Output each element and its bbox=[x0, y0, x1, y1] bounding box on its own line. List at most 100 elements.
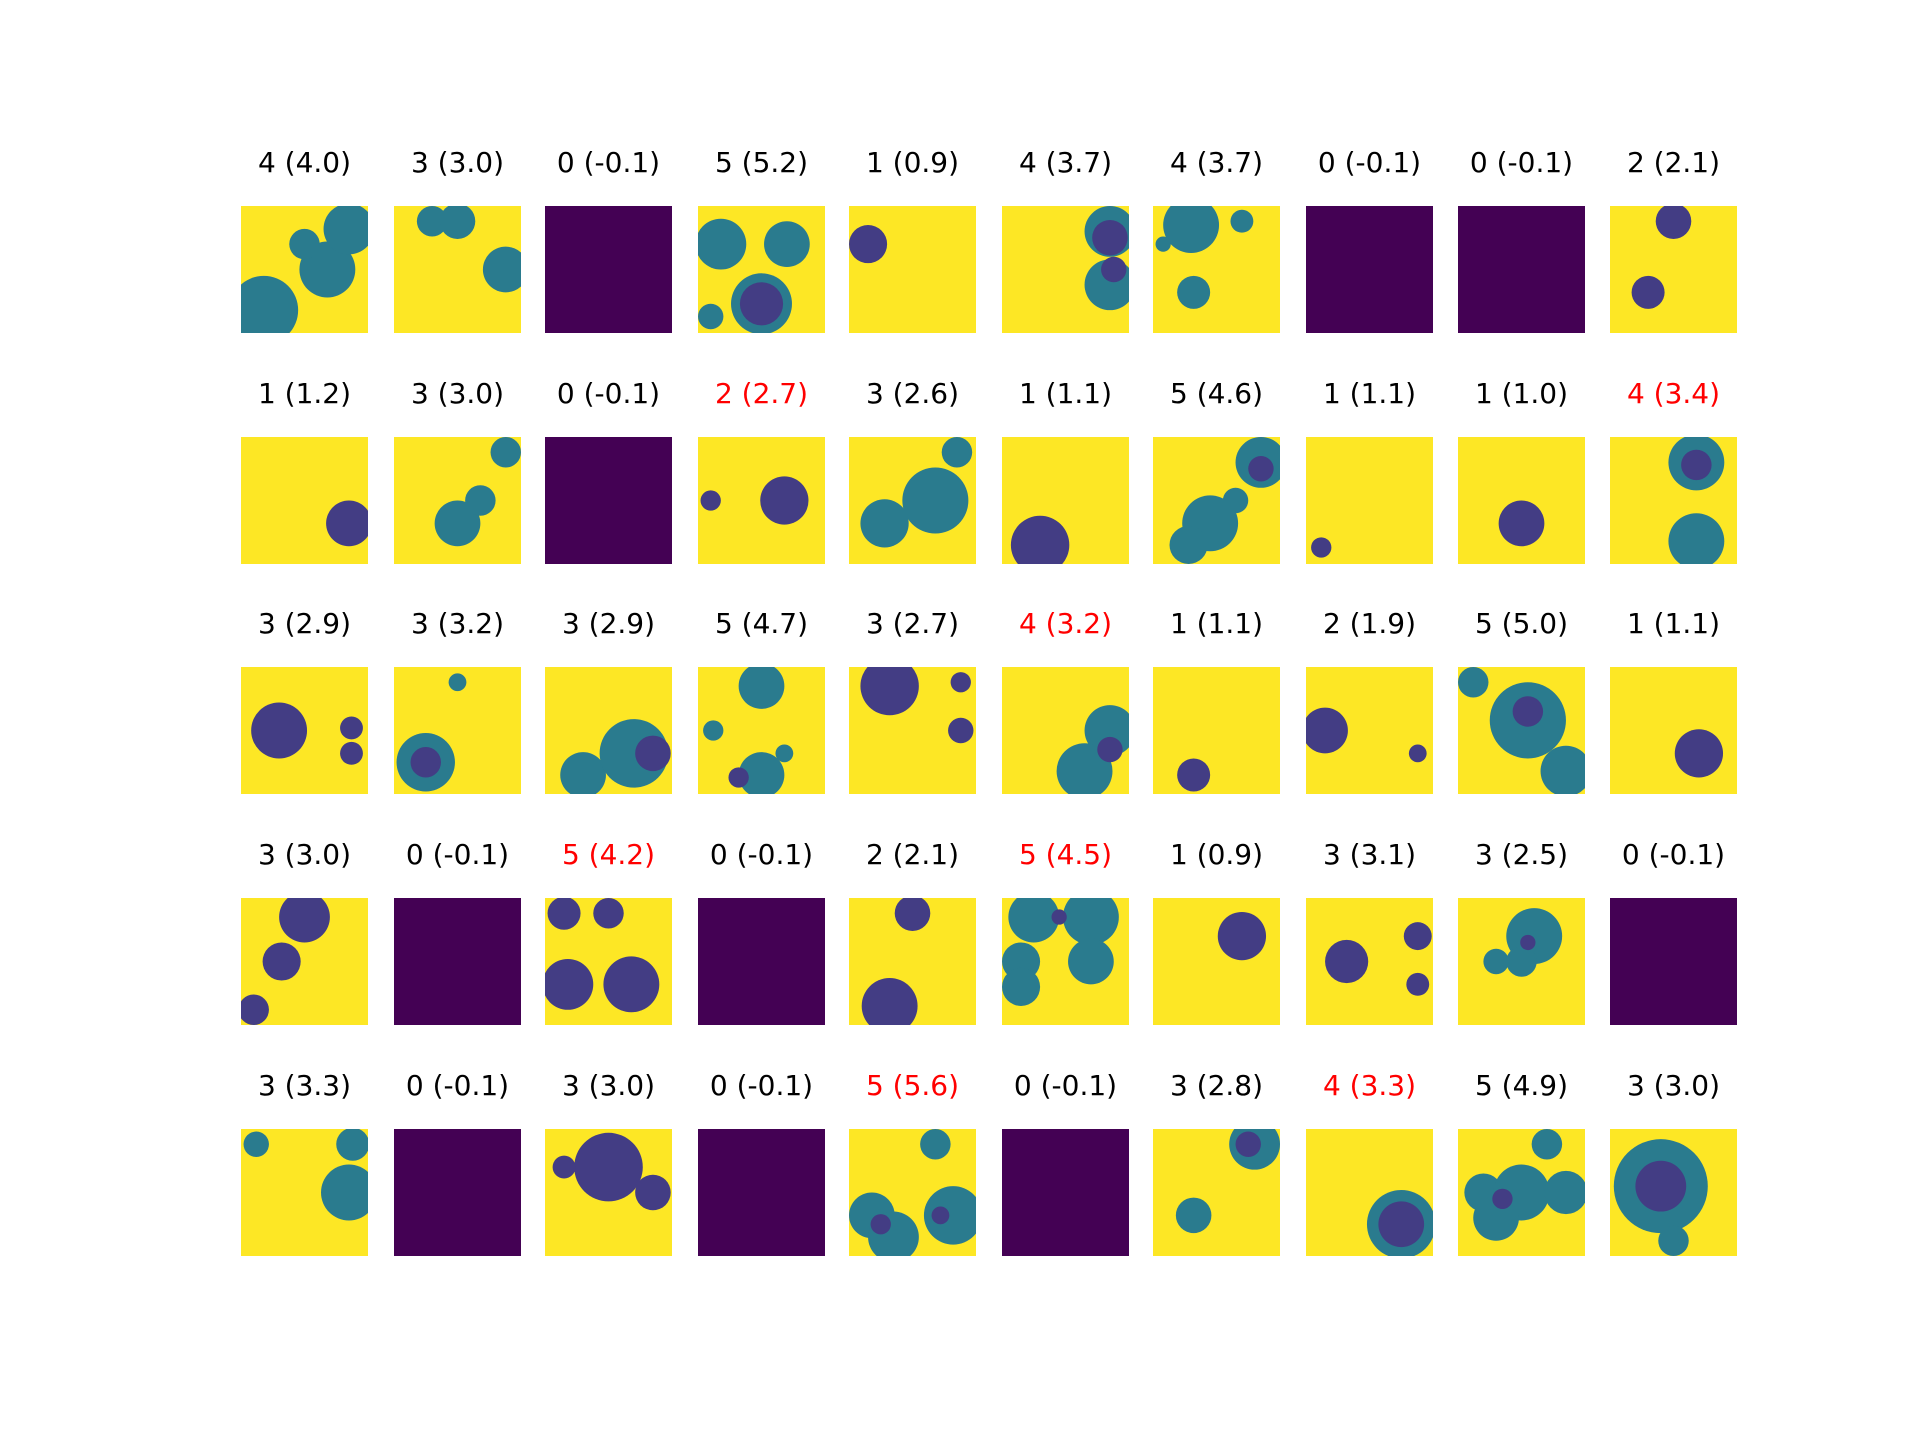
panel-image bbox=[1458, 437, 1585, 564]
blob bbox=[439, 206, 476, 240]
blob bbox=[289, 228, 320, 260]
blob bbox=[1483, 948, 1509, 975]
panel-title: 2 (2.1) bbox=[1626, 146, 1721, 179]
blob bbox=[870, 1214, 891, 1235]
panel-image bbox=[1610, 898, 1737, 1025]
panel-title: 0 (-0.1) bbox=[1013, 1069, 1118, 1102]
blob bbox=[448, 673, 467, 692]
panel-background bbox=[698, 898, 825, 1025]
panel-image bbox=[241, 898, 368, 1025]
panel-image bbox=[1002, 667, 1129, 794]
blob bbox=[1235, 1131, 1261, 1157]
panel-title: 5 (5.2) bbox=[714, 146, 809, 179]
panel-title: 1 (1.2) bbox=[257, 377, 352, 410]
panel-image bbox=[1306, 667, 1433, 794]
blob bbox=[490, 437, 521, 468]
blob bbox=[931, 1206, 950, 1225]
panel-image bbox=[1153, 1129, 1280, 1256]
blob bbox=[1306, 707, 1348, 754]
blob bbox=[1092, 219, 1128, 256]
panel-title: 3 (2.6) bbox=[865, 377, 960, 410]
panel-image bbox=[698, 206, 825, 333]
panel-title: 1 (1.1) bbox=[1322, 377, 1417, 410]
blob bbox=[861, 978, 918, 1025]
blob bbox=[920, 1129, 951, 1160]
panel-title: 3 (3.0) bbox=[410, 377, 505, 410]
panel-image bbox=[1610, 437, 1737, 564]
panel-image bbox=[394, 898, 521, 1025]
panel-image bbox=[849, 1129, 976, 1256]
blob bbox=[1056, 743, 1113, 794]
blob bbox=[241, 275, 299, 333]
panel-title: 3 (3.0) bbox=[561, 1069, 656, 1102]
blob bbox=[1520, 934, 1536, 951]
panel-image bbox=[545, 667, 672, 794]
panel-image bbox=[1306, 1129, 1433, 1256]
blob bbox=[923, 1186, 976, 1245]
blob bbox=[1403, 922, 1432, 951]
blob bbox=[849, 225, 888, 264]
blob bbox=[1631, 275, 1665, 309]
panel-title: 5 (4.2) bbox=[561, 838, 656, 871]
blob bbox=[728, 767, 749, 788]
blob bbox=[1175, 1197, 1212, 1234]
panel-title: 3 (3.0) bbox=[257, 838, 352, 871]
panel-title: 3 (3.1) bbox=[1322, 838, 1417, 871]
blob bbox=[698, 218, 747, 270]
blob bbox=[545, 958, 594, 1010]
blob bbox=[1002, 967, 1041, 1006]
panel-image bbox=[1458, 898, 1585, 1025]
blob bbox=[434, 500, 481, 547]
blob bbox=[1101, 256, 1127, 283]
panel-image bbox=[241, 667, 368, 794]
panel-image bbox=[394, 1129, 521, 1256]
panel-title: 0 (-0.1) bbox=[556, 146, 661, 179]
blob bbox=[323, 206, 368, 255]
panel-title: 4 (3.7) bbox=[1169, 146, 1264, 179]
panel-image bbox=[394, 667, 521, 794]
blob bbox=[1498, 500, 1545, 547]
panel-title: 5 (4.9) bbox=[1474, 1069, 1569, 1102]
blob bbox=[1325, 939, 1369, 984]
panel-title: 5 (4.6) bbox=[1169, 377, 1264, 410]
blob bbox=[251, 702, 308, 759]
panel-title: 0 (-0.1) bbox=[556, 377, 661, 410]
blob bbox=[465, 485, 496, 516]
panel-image bbox=[1306, 898, 1433, 1025]
panel-image bbox=[1306, 206, 1433, 333]
panel-title: 0 (-0.1) bbox=[1317, 146, 1422, 179]
blob bbox=[948, 717, 974, 744]
blob bbox=[340, 741, 363, 765]
blob bbox=[738, 667, 785, 709]
panel-title: 3 (2.8) bbox=[1169, 1069, 1264, 1102]
blob bbox=[1163, 206, 1220, 253]
panel-title: 2 (2.1) bbox=[865, 838, 960, 871]
panel-image bbox=[394, 437, 521, 564]
panel-title: 1 (1.1) bbox=[1169, 607, 1264, 640]
panel-image bbox=[1153, 898, 1280, 1025]
blob bbox=[764, 221, 810, 267]
panel-title: 0 (-0.1) bbox=[709, 1069, 814, 1102]
panel-background bbox=[1610, 898, 1737, 1025]
panel-image bbox=[698, 437, 825, 564]
panel-background bbox=[545, 437, 672, 564]
blob bbox=[700, 490, 721, 511]
panel-image bbox=[1610, 1129, 1737, 1256]
panel-image bbox=[1153, 206, 1280, 333]
blob bbox=[950, 672, 971, 693]
blob bbox=[1458, 667, 1489, 698]
blob bbox=[738, 752, 785, 794]
blob bbox=[279, 898, 330, 943]
panel-title: 4 (3.4) bbox=[1626, 377, 1721, 410]
panel-image bbox=[1002, 1129, 1129, 1256]
blob bbox=[574, 1132, 643, 1202]
blob bbox=[860, 667, 919, 716]
panel-title: 0 (-0.1) bbox=[1469, 146, 1574, 179]
blob bbox=[326, 500, 368, 547]
blob bbox=[336, 1129, 368, 1161]
panel-background bbox=[1153, 667, 1280, 794]
blob bbox=[340, 716, 363, 740]
panel-background bbox=[698, 1129, 825, 1256]
panel-image bbox=[1458, 206, 1585, 333]
panel-image bbox=[1153, 437, 1280, 564]
